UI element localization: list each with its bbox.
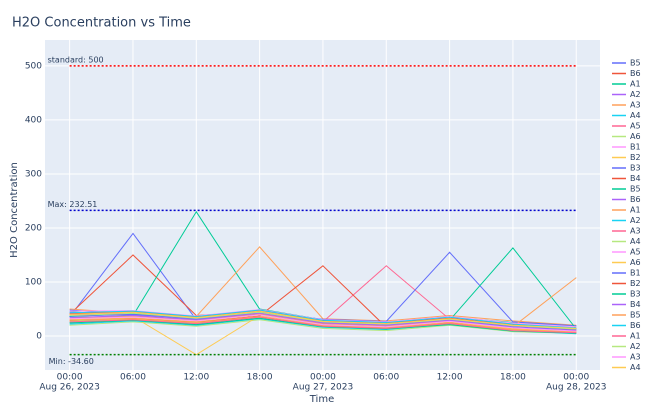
- y-tick-label: 200: [25, 223, 42, 233]
- legend-label: B3: [630, 164, 641, 173]
- chart-title: H2O Concentration vs Time: [12, 16, 191, 31]
- x-tick-label: 12:00: [183, 373, 209, 383]
- legend-label: A3: [630, 353, 641, 362]
- legend-label: A5: [630, 248, 641, 257]
- series-line: [69, 316, 577, 334]
- x-tick-label: 00:00: [57, 373, 83, 383]
- legend-label: B2: [630, 153, 641, 162]
- x-tick-label: 06:00: [120, 373, 146, 383]
- y-tick-label: 400: [25, 115, 42, 125]
- x-tick-label: 06:00: [373, 373, 399, 383]
- legend-label: A4: [630, 363, 641, 372]
- series-line: [69, 309, 577, 329]
- reference-label: Max: 232.51: [48, 200, 98, 209]
- legend-label: B2: [630, 279, 641, 288]
- legend-label: B6: [630, 321, 641, 330]
- y-tick-label: 100: [25, 277, 42, 287]
- x-tick-label: 00:00: [310, 373, 336, 383]
- legend-label: A6: [630, 258, 641, 267]
- x-tick-label: 12:00: [437, 373, 463, 383]
- reference-label: standard: 500: [48, 55, 104, 64]
- legend-label: A1: [630, 80, 641, 89]
- legend-label: A1: [630, 332, 641, 341]
- x-tick-label: 18:00: [247, 373, 273, 383]
- series-line: [69, 315, 577, 333]
- y-tick-label: 500: [25, 61, 42, 71]
- x-tick-label: 00:00: [563, 373, 589, 383]
- x-axis-title: Time: [309, 394, 334, 405]
- legend-label: B6: [630, 195, 641, 204]
- x-tick-date-label: Aug 28, 2023: [546, 383, 607, 393]
- y-tick-label: 300: [25, 169, 42, 179]
- reference-label: Min: -34.60: [49, 357, 94, 366]
- y-tick-label: 0: [36, 331, 42, 341]
- legend-label: A6: [630, 132, 641, 141]
- legend-label: B4: [630, 174, 641, 183]
- x-tick-date-label: Aug 27, 2023: [293, 383, 354, 393]
- legend-label: B1: [630, 143, 641, 152]
- series-line: [69, 314, 577, 332]
- legend-label: B1: [630, 269, 641, 278]
- legend-label: A2: [630, 90, 641, 99]
- series-line: [69, 310, 577, 329]
- legend: B5B6A1A2A3A4A5A6B1B2B3B4B5B6A1A2A3A4A5A6…: [612, 59, 641, 372]
- legend-label: B5: [630, 311, 641, 320]
- legend-label: A2: [630, 216, 641, 225]
- legend-label: B3: [630, 290, 641, 299]
- y-axis-title: H2O Concentration: [9, 162, 20, 258]
- series-line: [69, 319, 577, 334]
- legend-label: A4: [630, 237, 641, 246]
- x-tick-date-label: Aug 26, 2023: [39, 383, 100, 393]
- legend-label: A2: [630, 342, 641, 351]
- legend-label: B4: [630, 300, 641, 309]
- legend-label: A4: [630, 111, 641, 120]
- legend-label: B5: [630, 185, 641, 194]
- legend-label: B5: [630, 59, 641, 68]
- legend-label: B6: [630, 69, 641, 78]
- legend-label: A3: [630, 101, 641, 110]
- legend-label: A5: [630, 122, 641, 131]
- legend-label: A1: [630, 206, 641, 215]
- series-line: [69, 312, 577, 332]
- legend-label: A3: [630, 227, 641, 236]
- x-tick-label: 18:00: [500, 373, 526, 383]
